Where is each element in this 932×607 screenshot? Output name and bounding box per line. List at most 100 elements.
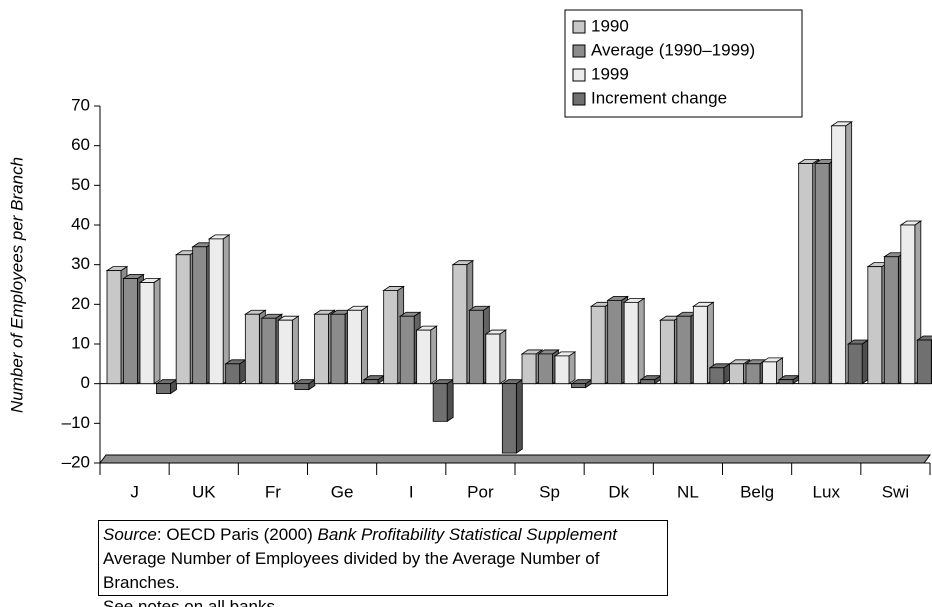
bar-face (432, 383, 448, 422)
x-tick-label: Ge (331, 482, 354, 501)
bar-face (900, 224, 916, 385)
y-tick-label: 50 (71, 175, 90, 194)
legend-label: 1990 (591, 16, 629, 35)
bar-face (485, 333, 501, 385)
bar (846, 339, 870, 385)
legend-label: 1999 (591, 64, 629, 83)
legend-label: Average (1990–1999) (591, 40, 755, 59)
bar-face (709, 367, 725, 385)
bar-face (383, 290, 399, 385)
y-tick-label: 20 (71, 294, 90, 313)
y-axis-label: Number of Employees per Branch (7, 157, 26, 413)
bar-face (501, 383, 517, 454)
source-line: Average Number of Employees divided by t… (103, 549, 600, 592)
x-tick-label: Belg (740, 482, 774, 501)
bar-face (192, 246, 208, 385)
bar-face (330, 313, 346, 385)
bar (484, 329, 508, 385)
legend-label: Increment change (591, 88, 727, 107)
bar-face (277, 319, 293, 385)
legend-swatch (572, 20, 586, 34)
bar-face (225, 363, 241, 385)
bar (570, 378, 593, 389)
legend-swatch (572, 68, 586, 82)
bar (708, 363, 732, 385)
bar-face (778, 379, 794, 385)
bar-face (446, 378, 454, 423)
bar (501, 378, 524, 454)
bar (346, 305, 369, 385)
source-text: Source (103, 525, 157, 544)
x-tick-label: Swi (882, 482, 909, 501)
bar-face (692, 305, 708, 385)
y-tick-label: 60 (71, 135, 90, 154)
bar-face (399, 315, 415, 385)
bar-face (106, 270, 122, 385)
bar-face (568, 351, 576, 385)
bar-face (294, 383, 310, 391)
bar-face (361, 305, 368, 385)
legend-swatch (572, 44, 586, 58)
x-tick-label: Dk (608, 482, 629, 501)
bar-face (521, 353, 537, 385)
bar (277, 315, 300, 385)
bar-face (153, 277, 161, 385)
y-tick-label: 40 (71, 214, 90, 233)
bar (207, 234, 231, 385)
bar-face (640, 379, 656, 385)
bar-face (156, 383, 171, 394)
bar (431, 378, 455, 423)
x-tick-label: J (130, 482, 139, 501)
bar-face (916, 339, 932, 385)
y-tick-label: –10 (62, 413, 90, 432)
source-text: : OECD Paris (2000) (156, 525, 318, 544)
bar (744, 359, 768, 385)
bar-face (499, 329, 507, 385)
bar (155, 378, 178, 395)
x-tick-label: UK (192, 482, 216, 501)
bar-face (554, 355, 570, 385)
bar (830, 121, 853, 385)
bar (916, 335, 932, 385)
bar (553, 351, 577, 385)
bar-face (590, 305, 606, 385)
x-tick-label: Fr (265, 482, 281, 501)
bar-face (867, 266, 883, 385)
bar-face (416, 329, 432, 385)
bar-face (676, 315, 692, 385)
bar-face (208, 238, 224, 385)
y-tick-label: 0 (81, 373, 90, 392)
x-tick-label: Por (467, 482, 494, 501)
bar (415, 325, 438, 385)
bar-face (538, 353, 553, 385)
bar-face (347, 309, 362, 385)
source-line: Source: OECD Paris (2000) Bank Profitabi… (103, 523, 663, 547)
x-tick-label: I (409, 482, 414, 501)
legend-swatch (572, 92, 586, 106)
bar-face (363, 379, 379, 385)
bar-face (452, 264, 468, 385)
bar-face (745, 363, 761, 385)
x-tick-label: NL (677, 482, 699, 501)
bar-face (847, 343, 863, 385)
bar-face (261, 317, 277, 385)
bar (622, 297, 646, 385)
bar-face (139, 282, 155, 385)
bar-face (430, 325, 438, 385)
y-tick-label: 10 (71, 333, 90, 352)
bar (692, 301, 715, 385)
bar (899, 220, 923, 385)
bar-face (814, 163, 830, 385)
source-text: Bank Profitability Statistical Supplemen… (317, 525, 618, 544)
bar-face (607, 299, 623, 385)
bar (224, 359, 247, 385)
y-tick-label: 70 (71, 95, 90, 114)
bar (468, 305, 491, 385)
bar (362, 374, 386, 385)
bar-face (831, 125, 847, 385)
bar-face (291, 315, 299, 385)
bar-face (729, 363, 744, 385)
